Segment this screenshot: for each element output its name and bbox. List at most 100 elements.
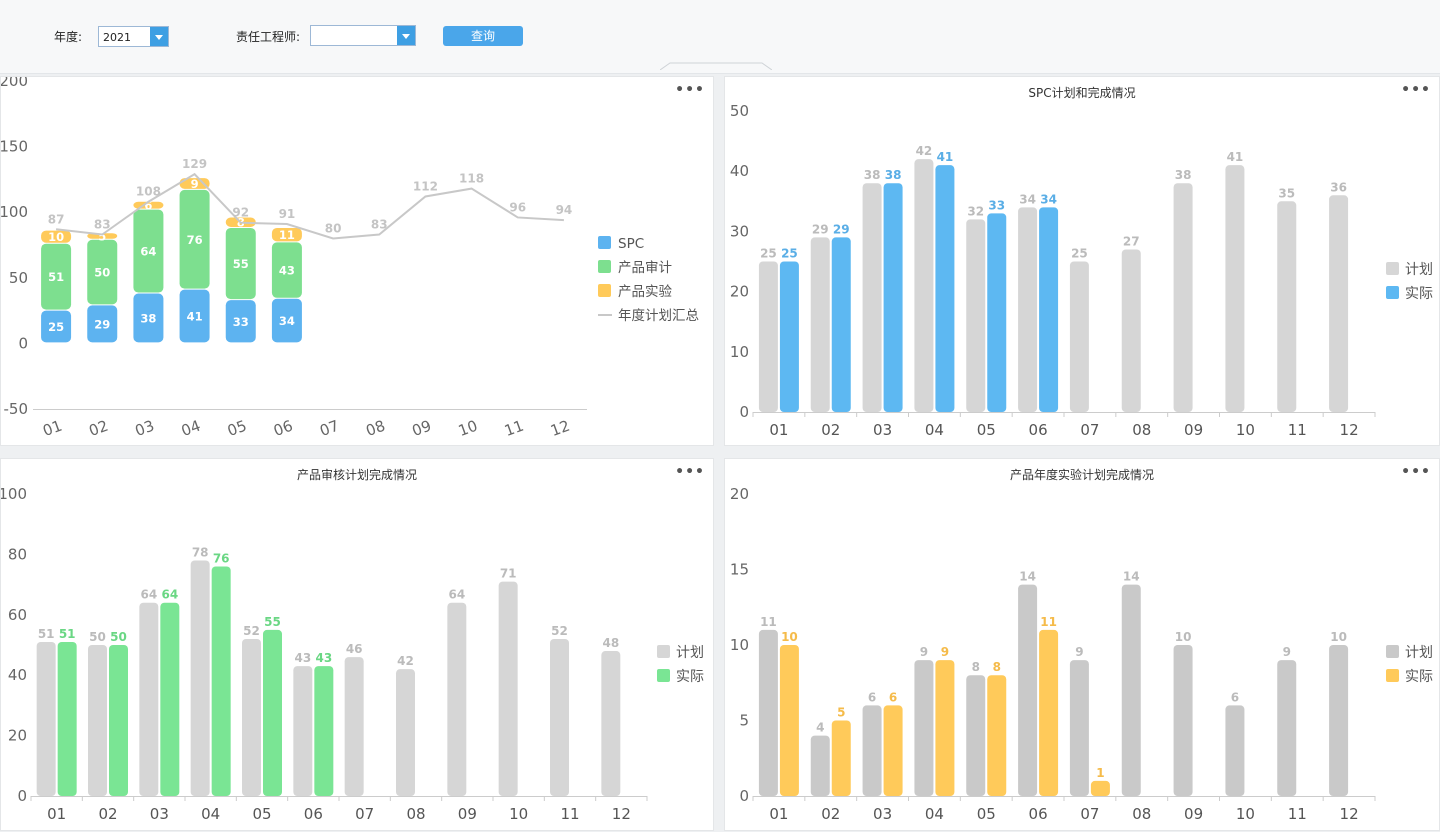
query-button[interactable]: 查询 bbox=[443, 26, 523, 46]
y-tick-label: 20 bbox=[730, 283, 749, 301]
y-tick-label: 50 bbox=[730, 102, 749, 120]
bar-value-label: 48 bbox=[602, 636, 619, 650]
legend-swatch bbox=[598, 236, 611, 249]
more-options-icon[interactable]: ••• bbox=[675, 464, 705, 480]
x-tick-label: 08 bbox=[363, 417, 387, 440]
bar-value-label: 76 bbox=[213, 551, 230, 565]
y-tick-label: 0 bbox=[739, 403, 749, 421]
legend-swatch bbox=[1386, 669, 1399, 682]
bar-value-label: 6 bbox=[868, 690, 876, 704]
bar bbox=[883, 705, 903, 796]
bar-value-label: 43 bbox=[279, 264, 295, 278]
bar-value-label: 78 bbox=[192, 545, 209, 559]
bar bbox=[1173, 183, 1193, 412]
bar-value-label: 29 bbox=[94, 317, 110, 331]
bar-value-label: 10 bbox=[1175, 630, 1192, 644]
bar-value-label: 9 bbox=[920, 645, 928, 659]
bar-value-label: 9 bbox=[191, 177, 199, 191]
engineer-label: 责任工程师: bbox=[236, 30, 301, 44]
chevron-down-icon[interactable] bbox=[150, 27, 168, 46]
bar bbox=[1018, 207, 1038, 412]
bar-value-label: 10 bbox=[1330, 630, 1347, 644]
y-tick-label: 20 bbox=[8, 727, 27, 745]
line-value-label: 80 bbox=[325, 221, 342, 235]
x-tick-label: 09 bbox=[458, 805, 477, 823]
more-options-icon[interactable]: ••• bbox=[675, 82, 705, 98]
y-tick-label: 100 bbox=[1, 203, 28, 221]
bar-value-label: 34 bbox=[1019, 192, 1036, 206]
bar bbox=[225, 300, 256, 343]
bar bbox=[109, 645, 128, 796]
engineer-select[interactable] bbox=[310, 25, 416, 46]
bar-value-label: 51 bbox=[38, 627, 55, 641]
bar-value-label: 50 bbox=[89, 630, 106, 644]
bar bbox=[1121, 249, 1141, 412]
bar-value-label: 33 bbox=[233, 315, 249, 329]
y-tick-label: 30 bbox=[730, 222, 749, 240]
bar bbox=[271, 227, 302, 242]
bar-value-label: 36 bbox=[1330, 180, 1347, 194]
legend-swatch bbox=[657, 669, 670, 682]
bar bbox=[1039, 207, 1059, 412]
bar bbox=[242, 638, 261, 796]
x-tick-label: 06 bbox=[304, 805, 323, 823]
x-tick-label: 10 bbox=[456, 417, 480, 440]
x-tick-label: 01 bbox=[40, 417, 64, 440]
x-tick-label: 11 bbox=[502, 417, 526, 440]
year-select[interactable]: 2021 bbox=[98, 26, 169, 47]
x-tick-label: 07 bbox=[317, 417, 341, 440]
bar-value-label: 64 bbox=[161, 588, 178, 602]
bar-value-label: 42 bbox=[397, 654, 414, 668]
bar bbox=[1225, 165, 1245, 412]
x-tick-label: 05 bbox=[252, 805, 271, 823]
bar bbox=[87, 305, 118, 343]
collapse-toggle-icon[interactable] bbox=[660, 62, 772, 70]
panel-spc-chart: 0 10 20 30 40 50 01 02 03 04 05 06 07 08 09 10 11 12 25 29 3… bbox=[724, 76, 1440, 446]
chevron-down-icon[interactable] bbox=[397, 26, 415, 45]
bar bbox=[966, 219, 986, 412]
bar bbox=[935, 660, 955, 796]
bar bbox=[190, 560, 210, 796]
bar bbox=[601, 651, 621, 796]
bar-value-label: 5 bbox=[98, 229, 106, 243]
bar bbox=[1039, 629, 1059, 796]
y-tick-label: 15 bbox=[730, 561, 749, 579]
x-tick-label: 04 bbox=[925, 421, 944, 439]
legend-label: 年度计划汇总 bbox=[618, 308, 699, 324]
bar-value-label: 8 bbox=[972, 660, 980, 674]
summary-stacked-chart: -50 0 50 100 150 200 01 02 03 04 05 06 07 08 09 10 11 12 2… bbox=[1, 77, 699, 440]
legend-swatch bbox=[598, 284, 611, 297]
x-tick-label: 10 bbox=[1236, 421, 1255, 439]
bar-value-label: 27 bbox=[1123, 234, 1140, 248]
bar bbox=[211, 566, 231, 796]
x-tick-label: 01 bbox=[47, 805, 66, 823]
bar-value-label: 41 bbox=[187, 310, 203, 324]
bar bbox=[779, 261, 799, 412]
x-tick-label: 05 bbox=[977, 421, 996, 439]
y-tick-label: 20 bbox=[730, 485, 749, 503]
line-value-label: 112 bbox=[413, 179, 438, 193]
more-options-icon[interactable]: ••• bbox=[1401, 82, 1431, 98]
bar-value-label: 34 bbox=[1040, 192, 1057, 206]
bar bbox=[831, 237, 851, 412]
more-options-icon[interactable]: ••• bbox=[1401, 464, 1431, 480]
x-tick-label: 08 bbox=[1132, 421, 1151, 439]
bar bbox=[935, 165, 955, 412]
x-tick-label: 03 bbox=[873, 805, 892, 823]
bar-value-label: 11 bbox=[1040, 615, 1057, 629]
x-tick-label: 06 bbox=[271, 417, 295, 440]
bar bbox=[1277, 201, 1297, 412]
bar-value-label: 25 bbox=[1071, 247, 1088, 261]
x-tick-label: 07 bbox=[1080, 421, 1099, 439]
bar-value-label: 4 bbox=[816, 721, 824, 735]
y-tick-label: 40 bbox=[730, 162, 749, 180]
bar bbox=[758, 261, 778, 412]
bar-value-label: 38 bbox=[864, 168, 881, 182]
bar-value-label: 64 bbox=[140, 245, 156, 259]
bar bbox=[344, 657, 364, 796]
series-line bbox=[55, 172, 564, 240]
bar bbox=[550, 638, 569, 796]
bar-value-label: 55 bbox=[233, 257, 249, 271]
bar-value-label: 43 bbox=[294, 651, 311, 665]
